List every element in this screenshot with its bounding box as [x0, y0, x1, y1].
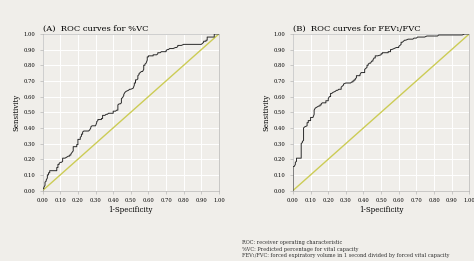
- Y-axis label: Sensitivity: Sensitivity: [263, 94, 271, 131]
- Text: ROC: receiver operating characteristic
%VC: Predicted percentage for vital capac: ROC: receiver operating characteristic %…: [242, 240, 449, 258]
- Text: (A)  ROC curves for %VC: (A) ROC curves for %VC: [43, 25, 148, 33]
- X-axis label: 1-Specificity: 1-Specificity: [359, 206, 403, 214]
- Text: (B)  ROC curves for FEV₁/FVC: (B) ROC curves for FEV₁/FVC: [293, 25, 420, 33]
- X-axis label: 1-Specificity: 1-Specificity: [109, 206, 153, 214]
- Y-axis label: Sensitivity: Sensitivity: [12, 94, 20, 131]
